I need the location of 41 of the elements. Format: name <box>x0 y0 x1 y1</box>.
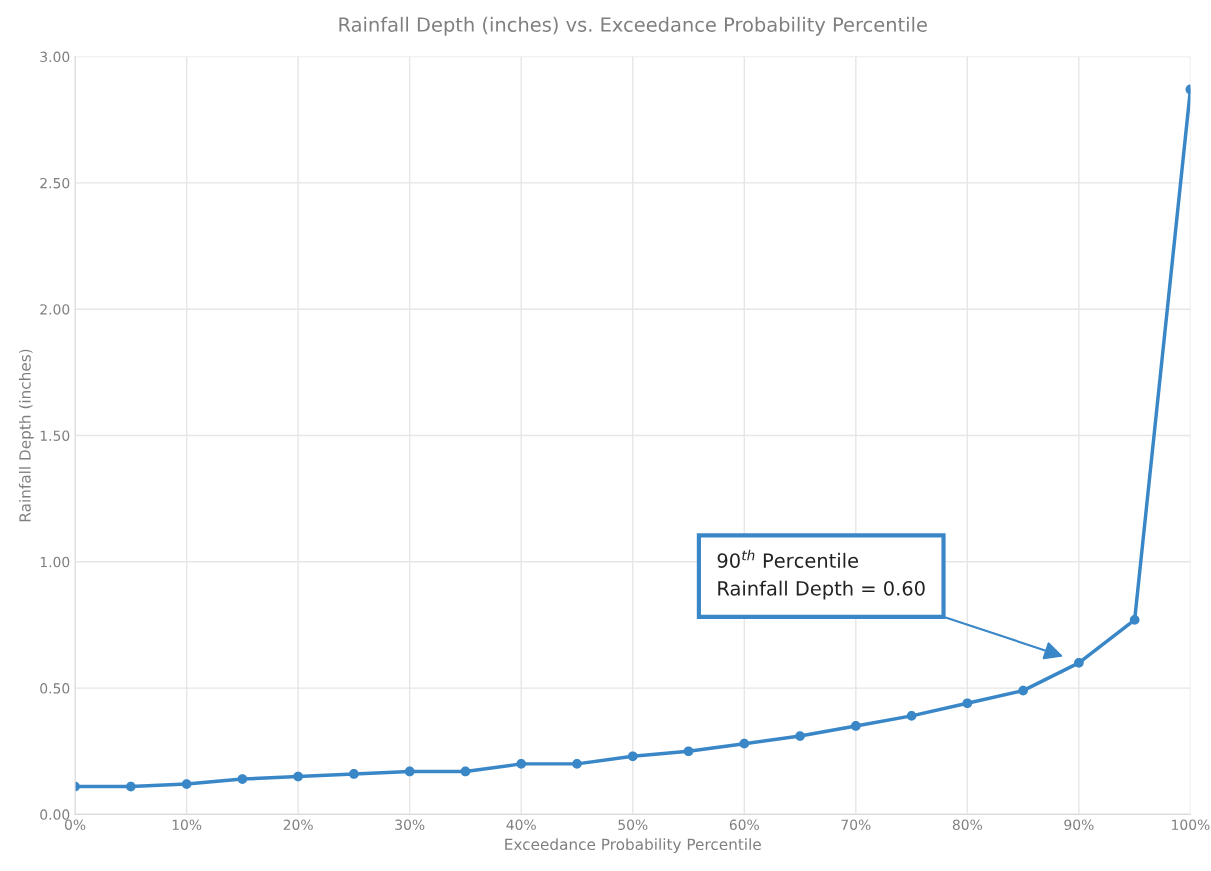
x-tick-label: 20% <box>283 819 313 830</box>
x-tick-label: 80% <box>952 819 983 830</box>
x-tick-label: 60% <box>729 819 759 830</box>
y-tick-label: 2.50 <box>40 177 70 189</box>
point <box>237 774 248 784</box>
y-tick-label: 2.00 <box>40 304 70 315</box>
y-axis-title: Rainfall Depth (inches) <box>18 349 34 522</box>
point <box>906 711 917 721</box>
annotation: 90$^{th}$ Percentile Rainfall Depth = 0.60 <box>717 549 925 600</box>
x-tick-label: 70% <box>841 819 871 830</box>
x-tick-label: 0% <box>64 819 86 830</box>
y-tick-label: 1.50 <box>40 430 70 441</box>
point <box>739 738 750 749</box>
x-axis-title: Exceedance Probability Percentile <box>505 838 761 854</box>
x-tick-label: 50% <box>618 819 648 830</box>
y-tick-label: 0.00 <box>40 809 70 820</box>
point <box>1074 657 1084 668</box>
point <box>1018 685 1028 696</box>
point <box>516 759 527 769</box>
point <box>795 731 805 741</box>
x-tick-label: 30% <box>395 819 425 830</box>
y-tick-label: 0.50 <box>40 683 70 694</box>
point <box>850 721 861 731</box>
point <box>683 746 694 757</box>
y-tick-label: 1.00 <box>40 556 70 568</box>
point <box>627 751 638 762</box>
point <box>1129 615 1140 625</box>
chart-title: Rainfall Depth (inches) vs. Exceedance Probability Percentile <box>339 16 927 36</box>
point <box>460 766 471 777</box>
point <box>293 771 304 782</box>
x-tick-label: 10% <box>172 819 202 830</box>
y-tick-label: 3.00 <box>40 51 70 63</box>
point <box>404 766 415 777</box>
x-tick-label: 40% <box>506 819 536 830</box>
point <box>572 759 582 769</box>
point <box>181 779 192 789</box>
point <box>125 781 136 792</box>
point <box>349 769 359 779</box>
point <box>962 698 973 709</box>
x-tick-label: 100% <box>1172 819 1210 830</box>
x-tick-label: 90% <box>1064 819 1094 830</box>
